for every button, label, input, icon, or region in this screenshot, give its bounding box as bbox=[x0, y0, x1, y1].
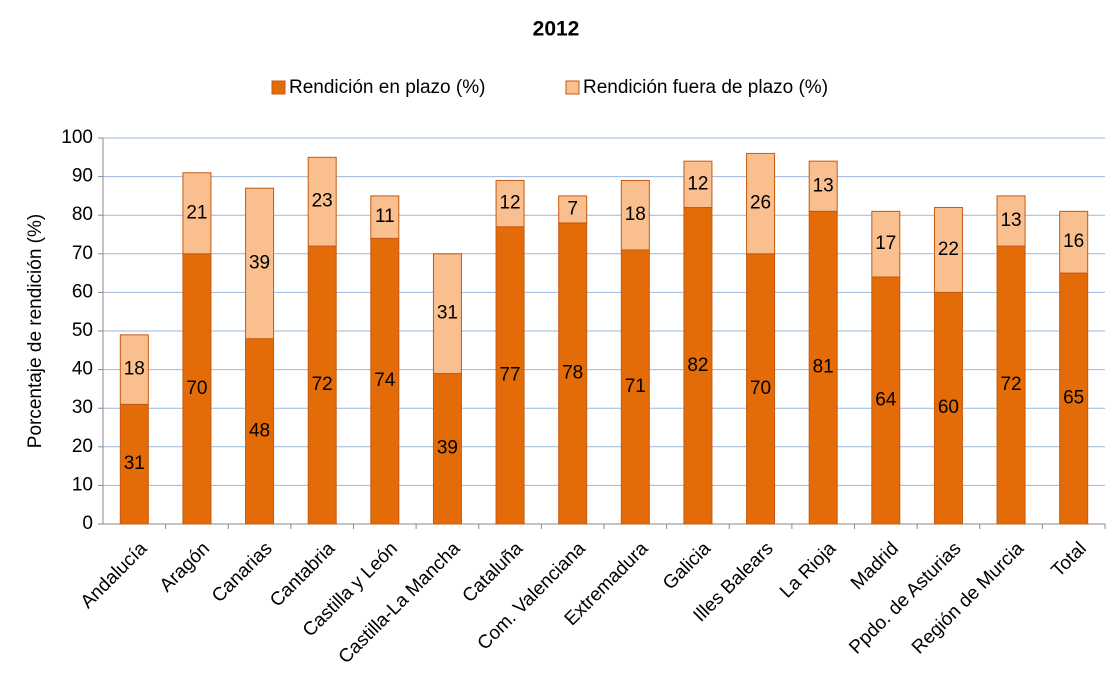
data-label: 12 bbox=[499, 193, 520, 214]
data-label: 78 bbox=[562, 362, 583, 383]
bar-segment bbox=[182, 172, 212, 255]
data-label: 70 bbox=[750, 378, 771, 399]
y-tick-label: 100 bbox=[61, 127, 93, 148]
x-tick-label: Galicia bbox=[659, 538, 715, 594]
x-tick-label: Ppdo. de Asturias bbox=[845, 538, 965, 658]
bar-segment bbox=[683, 206, 713, 525]
bar-segment bbox=[558, 195, 588, 224]
bar-segment bbox=[933, 291, 963, 525]
data-label: 74 bbox=[374, 370, 396, 391]
bar-segment bbox=[871, 276, 901, 525]
data-label: 39 bbox=[249, 252, 270, 273]
data-label: 26 bbox=[750, 193, 771, 214]
x-tick-label: Aragón bbox=[156, 538, 214, 596]
data-label: 48 bbox=[249, 420, 270, 441]
bar-segment bbox=[808, 210, 838, 525]
bar-segment bbox=[495, 226, 525, 525]
x-tick-label: Total bbox=[1048, 538, 1091, 581]
data-label: 72 bbox=[312, 374, 333, 395]
y-tick-label: 70 bbox=[72, 243, 93, 264]
data-label: 31 bbox=[124, 453, 145, 474]
bar-segment bbox=[495, 179, 525, 228]
data-label: 23 bbox=[312, 191, 333, 212]
data-label: 39 bbox=[437, 438, 458, 459]
bar-segment bbox=[245, 187, 275, 340]
y-tick-label: 60 bbox=[72, 281, 93, 302]
bar-segment bbox=[683, 160, 713, 208]
y-tick-label: 80 bbox=[72, 204, 93, 225]
bar-segment bbox=[307, 156, 337, 247]
bar-segment bbox=[307, 245, 337, 525]
bar-segment bbox=[370, 195, 400, 239]
data-label: 64 bbox=[875, 389, 897, 410]
data-label: 65 bbox=[1063, 388, 1084, 409]
bar-segment bbox=[182, 253, 212, 525]
x-tick-label: Región de Murcia bbox=[908, 538, 1028, 658]
x-tick-label: Madrid bbox=[847, 538, 903, 594]
x-tick-label: Castilla-La Mancha bbox=[335, 538, 465, 668]
y-axis-label: Porcentaje de rendición (%) bbox=[25, 214, 46, 448]
data-label: 21 bbox=[186, 202, 207, 223]
data-label: 13 bbox=[813, 175, 834, 196]
data-label: 82 bbox=[687, 355, 708, 376]
bar-segment bbox=[620, 179, 650, 251]
y-tick-label: 40 bbox=[72, 359, 93, 380]
bar-segment bbox=[746, 152, 776, 255]
bar-segment bbox=[245, 338, 275, 525]
bar-segment bbox=[558, 222, 588, 525]
bar-segment bbox=[432, 372, 462, 525]
bar-segment bbox=[119, 334, 149, 405]
bar-segment bbox=[1059, 210, 1089, 274]
data-label: 16 bbox=[1063, 231, 1084, 252]
bar-segment bbox=[996, 195, 1026, 247]
data-label: 12 bbox=[687, 173, 708, 194]
bar-segment bbox=[432, 253, 462, 374]
y-tick-label: 10 bbox=[72, 474, 93, 495]
x-tick-label: La Rioja bbox=[776, 538, 840, 602]
bar-segment bbox=[933, 206, 963, 293]
y-tick-label: 20 bbox=[72, 436, 93, 457]
data-label: 81 bbox=[813, 357, 834, 378]
bar-segment bbox=[871, 210, 901, 278]
y-tick-label: 0 bbox=[82, 513, 93, 534]
bar-segment bbox=[1059, 272, 1089, 525]
data-label: 70 bbox=[186, 378, 207, 399]
x-tick-label: Andalucía bbox=[77, 538, 152, 613]
data-label: 31 bbox=[437, 303, 458, 324]
data-label: 17 bbox=[875, 233, 896, 254]
data-label: 18 bbox=[625, 204, 646, 225]
y-tick-label: 90 bbox=[72, 166, 93, 187]
legend-swatch bbox=[271, 80, 286, 95]
data-label: 13 bbox=[1000, 210, 1021, 231]
legend-swatch bbox=[565, 80, 580, 95]
y-tick-label: 50 bbox=[72, 320, 93, 341]
data-label: 71 bbox=[625, 376, 646, 397]
chart-title: 2012 bbox=[533, 18, 580, 41]
data-label: 22 bbox=[938, 239, 959, 260]
bar-segment bbox=[808, 160, 838, 212]
data-label: 18 bbox=[124, 359, 145, 380]
data-label: 77 bbox=[499, 364, 520, 385]
y-tick-label: 30 bbox=[72, 397, 93, 418]
legend-label: Rendición en plazo (%) bbox=[289, 77, 485, 98]
data-label: 72 bbox=[1000, 374, 1021, 395]
x-tick-label: Com. Valenciana bbox=[474, 538, 590, 654]
data-label: 60 bbox=[938, 397, 959, 418]
data-label: 11 bbox=[375, 206, 395, 227]
data-label: 7 bbox=[567, 198, 578, 219]
bar-segment bbox=[370, 237, 400, 525]
bar-segment bbox=[620, 249, 650, 525]
legend-label: Rendición fuera de plazo (%) bbox=[583, 77, 828, 98]
